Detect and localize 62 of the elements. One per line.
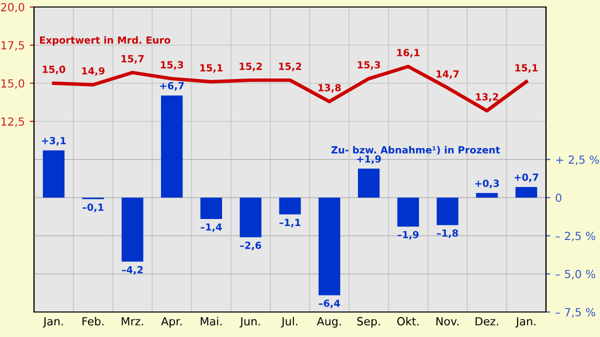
data-label: +1,9 — [357, 155, 381, 164]
x-tick-label: Apr. — [161, 317, 182, 328]
data-label: +0,3 — [475, 180, 499, 188]
bar — [358, 168, 380, 198]
x-tick-label: Jan. — [42, 317, 63, 328]
y-tick-label: 12,5 — [1, 117, 24, 127]
text: Zu- bzw. Abnahme¹) in Prozent — [331, 146, 500, 155]
y2-tick-label: 0 — [556, 194, 562, 202]
data-label: –1,1 — [279, 218, 300, 228]
x-tick-label: Feb. — [82, 316, 104, 326]
y2-tick-label: + 2,5 % — [556, 155, 600, 166]
x-tick-label: Okt. — [397, 316, 418, 326]
data-label: 16,1 — [397, 48, 420, 58]
bar — [200, 198, 222, 219]
bar — [436, 198, 458, 226]
y-tick-label: 17,5 — [1, 41, 24, 51]
x-tick-label: Dez. — [476, 317, 498, 326]
text: Exportwert in Mrd. Euro — [40, 36, 170, 46]
bar — [318, 198, 340, 296]
data-label: +3,1 — [42, 136, 66, 146]
bar — [42, 150, 65, 198]
y2-tick-label: – 7,5 % — [556, 308, 596, 318]
data-label: 15,1 — [200, 64, 223, 73]
bar — [161, 95, 183, 198]
data-label: 14,9 — [82, 67, 104, 76]
x-tick-label: Jan. — [515, 317, 536, 328]
data-label: –1,4 — [200, 223, 222, 232]
y2-tick-label: – 5,0 % — [556, 270, 596, 280]
data-label: –1,9 — [398, 230, 419, 240]
data-label: 15,3 — [358, 61, 380, 70]
data-label: 15,3 — [160, 61, 184, 70]
x-tick-label: Mrz. — [122, 317, 144, 326]
bar — [515, 186, 538, 198]
data-label: +0,7 — [514, 174, 538, 182]
y-tick-label: 15,0 — [1, 79, 24, 89]
data-label: –0,1 — [82, 203, 104, 212]
data-label: 15,2 — [240, 62, 262, 72]
data-label: –4,2 — [122, 266, 143, 275]
bar — [397, 198, 419, 227]
data-label: –2,6 — [240, 242, 262, 250]
data-label: 15,2 — [279, 62, 302, 72]
data-label: 15,1 — [515, 64, 538, 73]
bar — [476, 193, 498, 198]
y-tick-label: 20,0 — [1, 2, 24, 13]
data-label: 13,2 — [476, 93, 498, 102]
x-tick-label: Jul. — [280, 316, 298, 328]
x-tick-label: Aug. — [316, 317, 341, 328]
data-label: –1,8 — [437, 229, 458, 238]
x-tick-label: Sep. — [357, 317, 380, 328]
x-tick-label: Mai. — [200, 316, 222, 326]
data-label: –6,4 — [318, 300, 340, 308]
data-label: 14,7 — [436, 70, 459, 79]
y2-tick-label: – 2,5 % — [556, 232, 596, 242]
data-label: 15,7 — [122, 55, 144, 64]
bar — [240, 198, 262, 238]
bar — [279, 198, 301, 214]
x-tick-label: Jun. — [240, 317, 260, 328]
data-label: 15,0 — [42, 66, 66, 74]
bar — [122, 198, 144, 262]
data-label: +6,7 — [160, 82, 184, 91]
data-label: 13,8 — [318, 84, 341, 93]
x-tick-label: Nov. — [436, 317, 459, 326]
